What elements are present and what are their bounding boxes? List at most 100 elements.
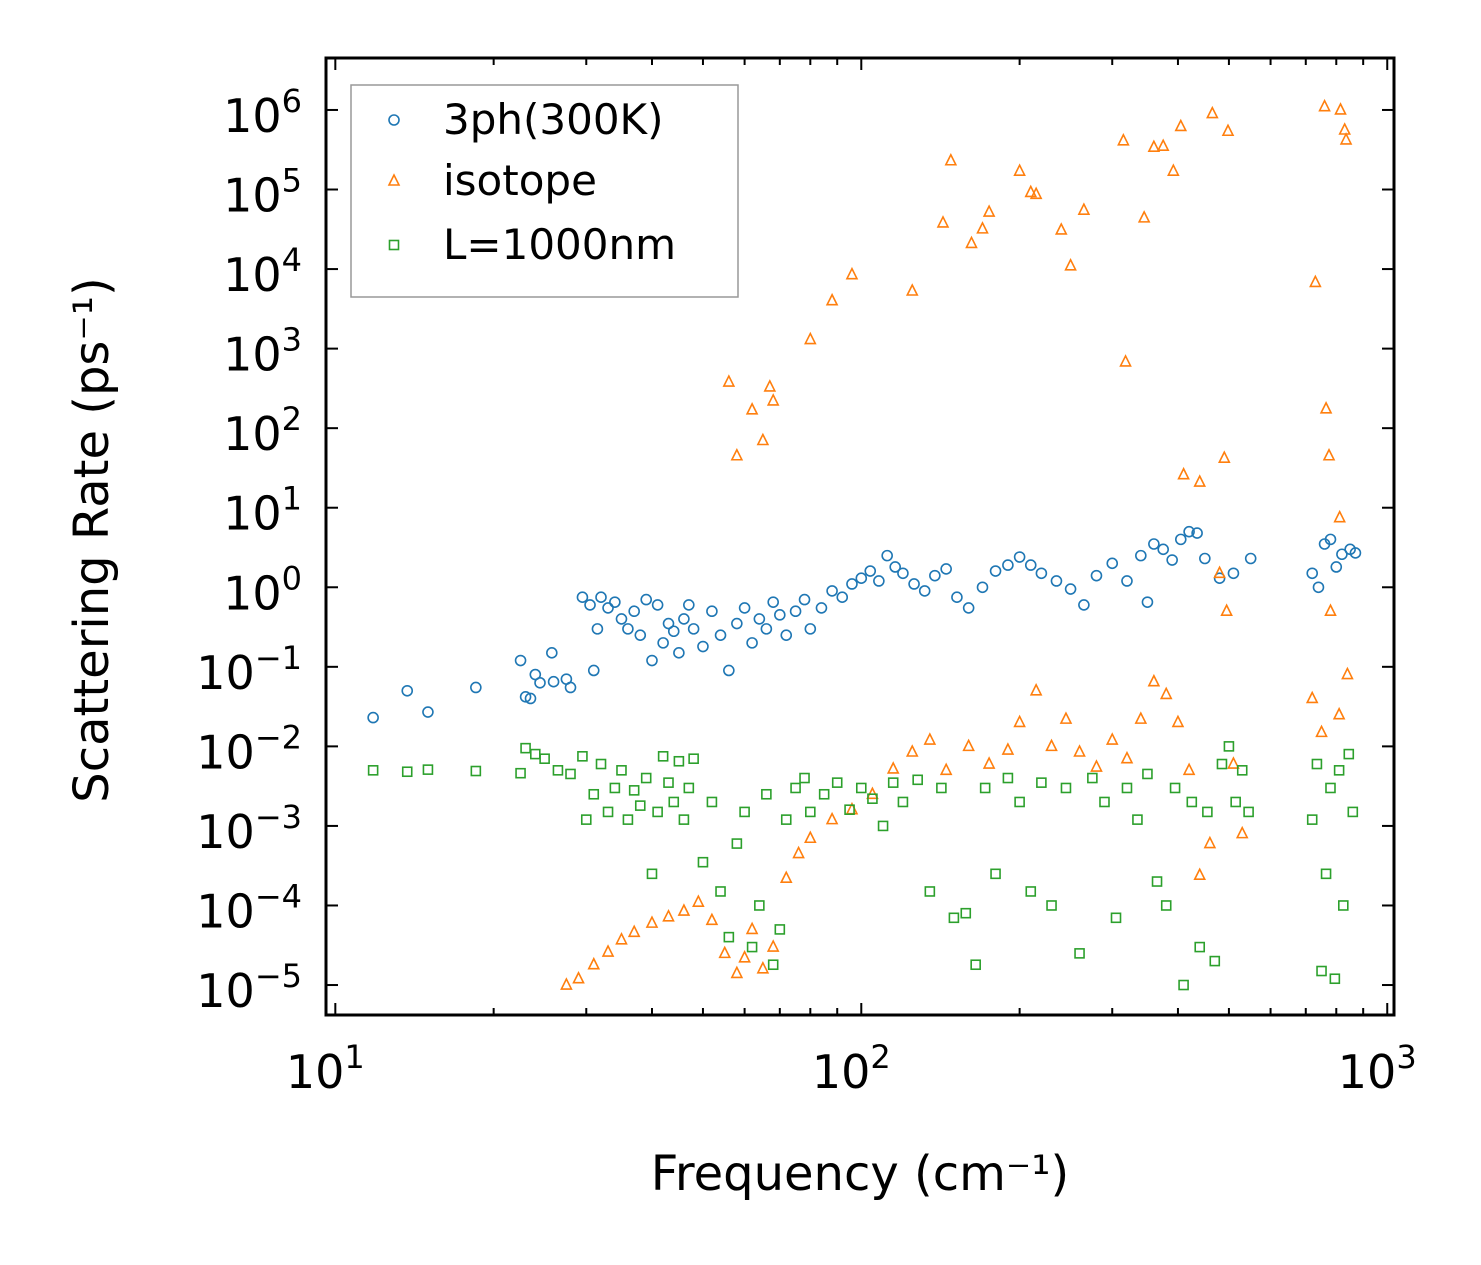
x-tick-labels: 101 102 103 [286, 1038, 1417, 1099]
data-point [1174, 118, 1188, 132]
data-point [763, 379, 777, 392]
data-point [524, 692, 537, 705]
tick-label: 101 [223, 480, 302, 541]
data-point [951, 591, 963, 604]
data-point [756, 961, 770, 974]
data-point [826, 585, 838, 597]
plot-area [367, 98, 1362, 991]
data-point [929, 569, 941, 582]
data-point [1318, 98, 1331, 112]
data-point [1029, 682, 1043, 696]
data-point [939, 762, 953, 776]
plot-frame [324, 56, 1396, 1017]
data-point [924, 886, 936, 897]
data-point [1135, 549, 1147, 562]
data-point [588, 788, 600, 800]
data-point [587, 664, 600, 677]
tick-label: 102 [812, 1038, 891, 1099]
data-point [1151, 876, 1163, 887]
data-point [1220, 603, 1233, 617]
data-point [976, 221, 989, 234]
data-point [602, 602, 614, 614]
data-point [1309, 274, 1322, 288]
data-point [367, 711, 379, 724]
data-point [706, 796, 718, 808]
data-point [1090, 759, 1103, 772]
data-point [1064, 583, 1077, 595]
data-point [609, 782, 621, 794]
data-point [792, 845, 805, 859]
data-point [1236, 765, 1248, 776]
data-point [1349, 547, 1362, 559]
data-point [756, 432, 770, 446]
data-point [804, 830, 817, 844]
data-point [805, 806, 816, 818]
data-point [657, 637, 669, 649]
data-point [1206, 105, 1219, 119]
data-point [887, 777, 899, 788]
data-point [846, 578, 858, 590]
y-axis-label: Scattering Rate (ps⁻¹) [64, 277, 120, 803]
data-point [634, 629, 647, 641]
data-point [723, 931, 735, 943]
data-point [546, 647, 558, 659]
data-point [1110, 912, 1122, 924]
data-point [1073, 744, 1086, 757]
tick-label: 10−2 [196, 718, 302, 779]
data-point [1230, 796, 1241, 808]
data-point [864, 565, 877, 577]
data-point [1169, 782, 1181, 794]
data-point [697, 640, 709, 653]
data-point [547, 675, 560, 688]
data-point [1160, 900, 1172, 911]
data-point [1025, 886, 1037, 897]
data-point [422, 764, 434, 775]
data-point [1024, 559, 1037, 571]
data-point [401, 766, 413, 778]
data-point [1148, 538, 1160, 550]
data-point [753, 613, 766, 625]
data-point [1347, 806, 1359, 818]
data-point [616, 765, 627, 776]
data-point [780, 629, 793, 641]
data-point [948, 912, 960, 924]
data-point [1315, 724, 1328, 738]
data-point [519, 690, 532, 703]
data-point [767, 596, 779, 608]
data-point [640, 593, 653, 606]
data-point [730, 965, 744, 979]
data-point [979, 782, 991, 794]
data-point [818, 788, 830, 800]
data-point [584, 599, 596, 611]
data-point [560, 977, 573, 990]
data-point [905, 744, 919, 757]
data-point [1203, 835, 1217, 849]
data-point [1099, 796, 1110, 808]
data-point [886, 761, 900, 774]
data-point [470, 681, 482, 694]
data-point [401, 684, 414, 697]
data-point [1035, 567, 1048, 580]
data-point [1333, 765, 1345, 776]
data-point [1186, 796, 1198, 808]
data-point [1013, 163, 1026, 176]
data-point [1333, 509, 1346, 523]
data-point [1147, 139, 1161, 153]
data-point [367, 765, 379, 776]
data-point [715, 886, 726, 897]
data-point [1341, 666, 1354, 680]
data-point [1171, 714, 1185, 728]
data-point [731, 617, 743, 630]
data-point [1336, 548, 1348, 561]
tick-label: 10−3 [196, 798, 302, 859]
data-point [1141, 596, 1154, 608]
data-point [470, 765, 482, 777]
data-point [746, 941, 758, 953]
data-point [1142, 768, 1153, 780]
data-point [706, 605, 718, 618]
data-point [746, 637, 758, 649]
data-point [799, 772, 810, 784]
data-point [1105, 732, 1119, 745]
data-point [1243, 806, 1254, 818]
